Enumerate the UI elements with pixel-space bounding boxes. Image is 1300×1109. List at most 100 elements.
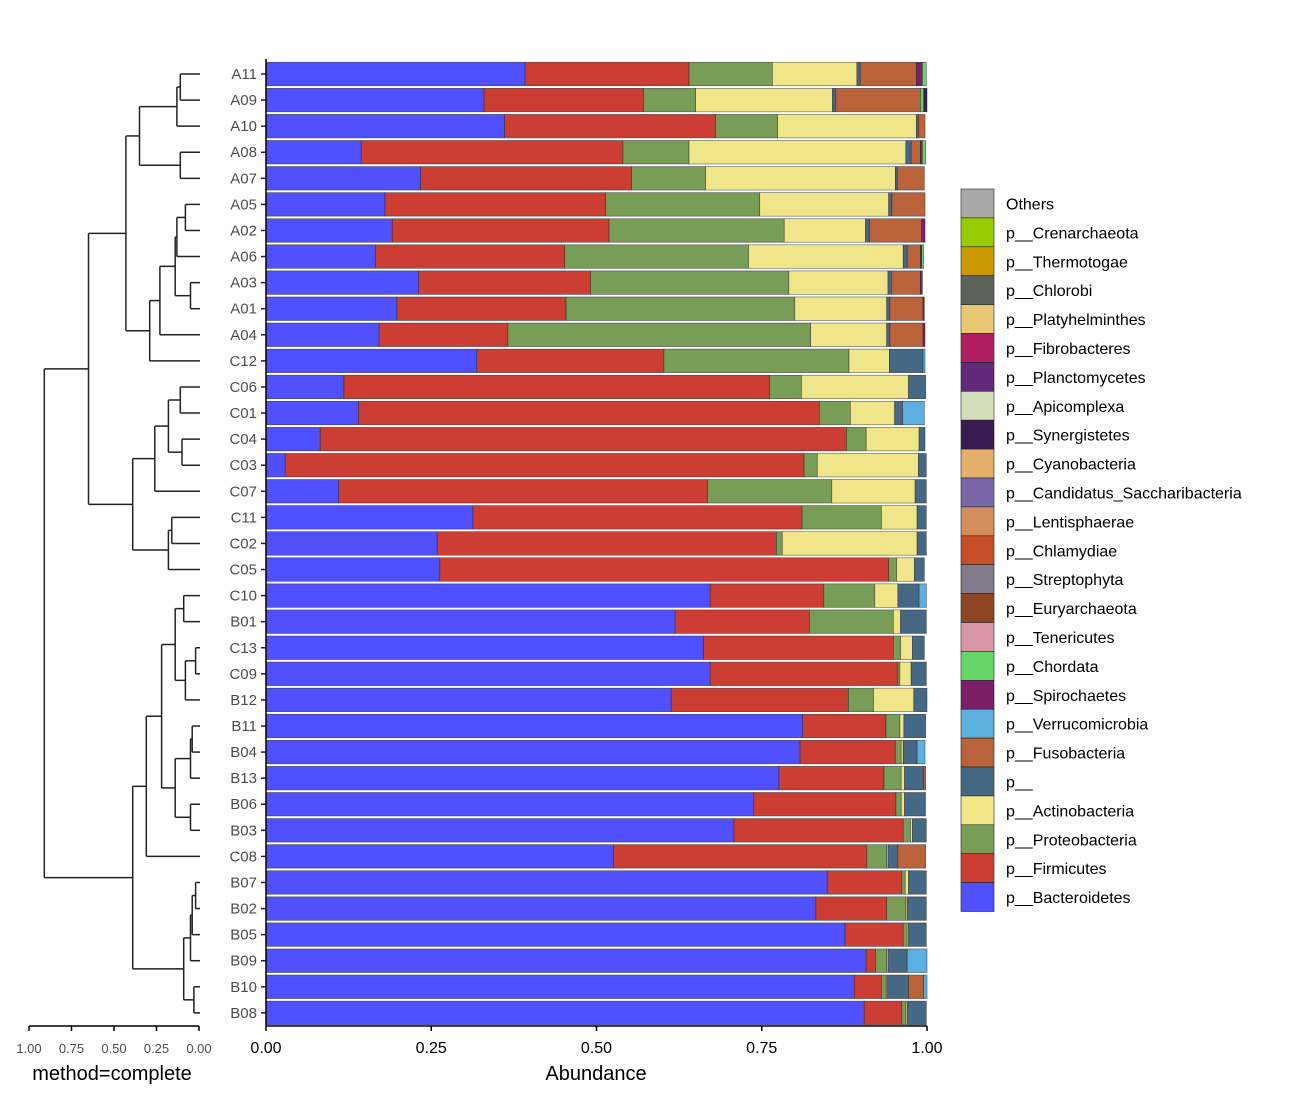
y-tick-label: A01 (230, 301, 257, 318)
legend-item: p__Candidatus_Saccharibacteria (960, 477, 1242, 508)
legend-key (960, 708, 995, 739)
bar-segment (887, 270, 892, 295)
legend-label: p__Synergistetes (1006, 428, 1130, 445)
legend-label: p__Lentisphaerae (1006, 514, 1134, 531)
bar-segment (899, 661, 912, 686)
bar-segment (886, 974, 909, 999)
legend-key (960, 737, 995, 768)
legend-label: p__Firmicutes (1006, 861, 1106, 878)
bar-segment (265, 400, 359, 426)
y-tick-label: C03 (229, 457, 257, 474)
legend-label: p__Chordata (1006, 659, 1099, 676)
legend-label: p__Streptophyta (1006, 572, 1124, 589)
bar-segment (705, 166, 896, 191)
bar-row-C10 (265, 583, 927, 608)
bar-segment (889, 348, 924, 373)
bar-segment (831, 479, 916, 504)
legend-item: p__Apicomplexa (960, 390, 1124, 421)
dendrogram-x-tick-label: 0.00 (186, 1041, 211, 1056)
bar-segment (709, 583, 825, 608)
bar-segment (896, 557, 915, 582)
bar-segment (816, 453, 919, 478)
y-tick-label: A06 (230, 249, 257, 266)
legend-item: p__Verrucomicrobia (960, 708, 1148, 739)
dendrogram-x-tick-label: 1.00 (16, 1041, 41, 1056)
bar-segment (910, 661, 927, 686)
bar-row-A04 (265, 322, 926, 347)
bar-segment (900, 635, 913, 660)
legend-key (960, 853, 995, 883)
legend-item: p__Lentisphaerae (960, 506, 1134, 537)
bar-segment (918, 427, 926, 452)
bar-segment (775, 531, 783, 556)
legend-label: p__Tenericutes (1006, 630, 1115, 647)
bar-segment (265, 140, 362, 165)
bar-segment (901, 1000, 907, 1025)
bar-segment (900, 766, 905, 791)
bar-segment (873, 687, 915, 712)
bar-segment (886, 296, 891, 321)
bar-segment (815, 896, 887, 921)
bar-segment (420, 166, 632, 191)
y-tick-label: C11 (231, 509, 257, 526)
bar-segment (922, 61, 927, 87)
bar-segment (472, 505, 803, 530)
legend-label: p__Fibrobacteres (1006, 341, 1131, 358)
dendrogram-x-tick-label: 0.25 (144, 1041, 169, 1056)
bar-segment (504, 114, 716, 139)
bar-segment (823, 583, 876, 608)
bar-row-C12 (265, 348, 926, 373)
bar-segment (265, 713, 804, 739)
bar-segment (631, 166, 706, 191)
bar-segment (265, 870, 828, 895)
bar-row-B06 (265, 792, 926, 817)
legend-key (960, 795, 995, 826)
bar-segment (802, 713, 887, 739)
bar-segment (608, 218, 785, 243)
legend-item: p__Crenarchaeota (960, 217, 1139, 248)
bar-segment (670, 687, 849, 712)
bar-segment (921, 244, 924, 269)
bar-row-B13 (265, 766, 926, 791)
bar-segment (803, 453, 818, 478)
legend-label: p__Platyhelminthes (1006, 312, 1146, 329)
legend-key (960, 593, 995, 623)
bar-segment (922, 322, 926, 347)
legend-item: p__Proteobacteria (960, 824, 1137, 854)
legend-key (960, 246, 995, 277)
bar-row-C09 (265, 661, 927, 686)
legend-label: p__Proteobacteria (1006, 832, 1137, 849)
bar-segment (895, 792, 902, 817)
bar-segment (897, 583, 920, 608)
bar-segment (908, 974, 924, 999)
legend-label: p__Planctomycetes (1006, 370, 1146, 387)
legend-key (960, 275, 995, 305)
bar-row-B08 (265, 1000, 927, 1025)
bar-segment (826, 870, 903, 895)
bar-segment (801, 505, 882, 530)
bar-row-B01 (265, 609, 927, 634)
bar-row-B07 (265, 870, 927, 895)
legend-item: p__Cyanobacteria (960, 448, 1136, 479)
bar-segment (908, 870, 927, 895)
bar-segment (759, 192, 889, 217)
legend-item: p__Chlamydiae (960, 535, 1117, 565)
y-tick-label: B03 (230, 822, 257, 839)
bar-segment (904, 870, 909, 895)
bar-segment (835, 88, 921, 113)
bar-segment (375, 244, 566, 269)
legend-item: p__Bacteroidetes (960, 882, 1131, 912)
bar-segment (900, 609, 927, 634)
legend-key (960, 304, 995, 334)
y-tick-label: B08 (230, 1005, 257, 1022)
bar-segment (799, 740, 896, 765)
bar-row-C04 (265, 427, 926, 452)
bar-segment (924, 792, 926, 817)
bar-segment (265, 374, 345, 400)
bar-segment (622, 140, 690, 165)
bar-segment (910, 140, 921, 165)
dendrogram-method-label: method=complete (32, 1063, 192, 1085)
bar-segment (916, 740, 926, 765)
bar-segment (856, 61, 861, 87)
bar-segment (894, 400, 903, 426)
